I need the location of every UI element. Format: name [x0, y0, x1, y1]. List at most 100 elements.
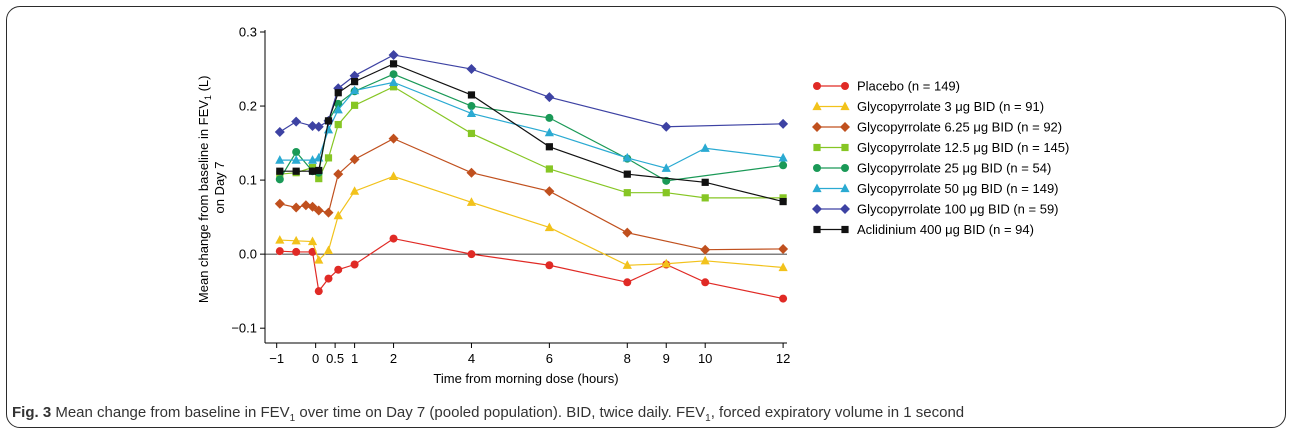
x-tick-label: 2: [390, 351, 397, 366]
data-point: [623, 170, 631, 178]
data-point: [292, 247, 301, 256]
data-point: [544, 92, 555, 103]
legend-label: Glycopyrrolate 50 μg BID (n = 149): [857, 181, 1059, 196]
data-point: [388, 133, 399, 144]
y-tick-label: −0.1: [231, 321, 257, 336]
legend-marker: [841, 143, 849, 152]
y-axis-title-line2: on Day 7: [212, 161, 227, 213]
data-point: [334, 120, 342, 129]
legend-marker: [840, 183, 850, 193]
series-line: [279, 237, 784, 300]
data-point: [466, 108, 477, 118]
data-point: [388, 49, 399, 60]
legend-marker: [813, 82, 821, 90]
data-point: [275, 247, 284, 256]
y-axis-title-line1: Mean change from baseline in FEV: [196, 100, 211, 303]
data-point: [779, 161, 788, 170]
x-tick-label: 10: [698, 351, 712, 366]
legend-label: Aclidinium 400 μg BID (n = 94): [857, 222, 1034, 237]
x-tick-label: 6: [546, 351, 553, 366]
legend-marker: [812, 122, 822, 132]
legend-marker: [840, 204, 850, 214]
caption-label: Fig. 3: [12, 404, 52, 421]
data-point: [661, 258, 671, 268]
data-point: [333, 210, 343, 220]
data-point: [545, 143, 553, 151]
data-point: [467, 250, 476, 259]
data-point: [274, 126, 285, 137]
data-point: [308, 167, 317, 175]
legend-marker: [813, 225, 821, 234]
caption-sub-1: 1: [289, 413, 296, 424]
data-point: [389, 234, 398, 243]
data-point: [467, 102, 476, 111]
data-point: [662, 189, 670, 197]
data-point: [388, 77, 399, 86]
y-axis-title: Mean change from baseline in FEV1 (L) on…: [196, 72, 227, 303]
series-group: [274, 49, 789, 303]
data-point: [701, 194, 709, 202]
data-point: [661, 163, 671, 172]
data-point: [291, 202, 302, 213]
data-point: [467, 91, 476, 99]
data-point: [700, 244, 711, 255]
data-point: [276, 167, 284, 175]
series-1: [275, 171, 788, 272]
data-point: [334, 89, 342, 97]
legend-marker: [813, 164, 821, 172]
data-point: [291, 235, 301, 245]
caption-text-2: over time on Day 7 (pooled population). …: [295, 404, 706, 421]
data-point: [313, 205, 324, 216]
data-point: [623, 278, 632, 287]
data-point: [389, 70, 398, 79]
series-2: [274, 133, 789, 255]
data-point: [623, 189, 631, 197]
legend-marker: [840, 122, 850, 132]
data-point: [274, 198, 285, 209]
data-point: [466, 197, 477, 206]
data-point: [333, 104, 343, 114]
data-point: [544, 222, 554, 232]
data-point: [779, 294, 788, 303]
series-5: [275, 77, 788, 172]
data-point: [544, 186, 555, 197]
data-point: [545, 165, 553, 173]
data-point: [544, 127, 554, 137]
y-tick-label: 0.0: [239, 247, 257, 262]
y-axis-title-unit: (L): [196, 76, 211, 96]
y-axis-title-subscript: 1: [203, 95, 213, 100]
data-point: [323, 245, 334, 255]
data-point: [275, 155, 285, 164]
legend-item: Glycopyrrolate 25 μg BID (n = 54): [813, 161, 1051, 176]
data-point: [323, 207, 334, 218]
caption-text-1: Mean change from baseline in FEV: [51, 404, 290, 421]
data-point: [323, 124, 334, 134]
data-point: [307, 236, 318, 246]
data-point: [350, 78, 359, 86]
caption-sub-2: 1: [705, 413, 711, 424]
data-point: [315, 166, 323, 175]
series-0: [275, 234, 788, 303]
data-point: [349, 154, 360, 165]
legend: Placebo (n = 149) Glycopyrrolate 3 μg BID…: [812, 79, 1069, 237]
series-4: [275, 70, 788, 185]
caption-text-3: , forced expiratory volume in 1 second: [710, 404, 965, 421]
data-point: [350, 101, 359, 109]
data-point: [333, 169, 344, 180]
data-point: [300, 200, 311, 211]
legend-item: Glycopyrrolate 100 μg BID (n = 59): [812, 202, 1059, 217]
data-point: [467, 129, 476, 138]
legend-label: Glycopyrrolate 3 μg BID (n = 91): [857, 99, 1044, 114]
data-point: [315, 175, 323, 183]
legend-marker: [813, 143, 821, 152]
data-point: [349, 85, 360, 95]
data-point: [324, 274, 333, 283]
legend-label: Glycopyrrolate 25 μg BID (n = 54): [857, 161, 1051, 176]
data-point: [388, 171, 399, 180]
data-point: [700, 255, 710, 265]
legend-label: Glycopyrrolate 6.25 μg BID (n = 92): [857, 120, 1062, 135]
x-tick-label: 0: [312, 351, 319, 366]
data-point: [661, 121, 672, 132]
data-point: [622, 227, 633, 238]
legend-marker: [812, 183, 822, 193]
